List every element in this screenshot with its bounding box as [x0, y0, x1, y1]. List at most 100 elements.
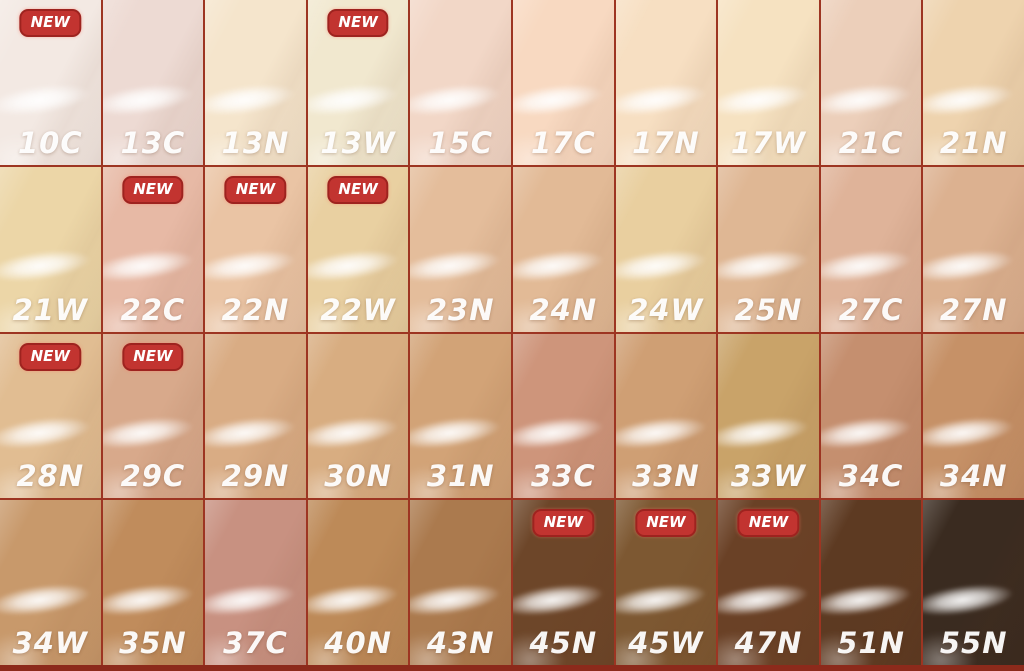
shade-code-label: 33W	[730, 459, 807, 494]
shade-code-label: 22N	[221, 292, 290, 327]
shade-swatch-21n: 21N	[923, 0, 1024, 165]
shade-code-label: 33N	[632, 459, 700, 494]
shade-swatch-35n: 35N	[102, 500, 204, 665]
shade-code-label: 34W	[12, 626, 88, 660]
shade-code-label: 45N	[529, 626, 598, 660]
shade-swatch-47n: NEW 47N	[718, 500, 819, 665]
gloss-highlight	[205, 578, 298, 621]
shade-code-label: 30N	[324, 459, 392, 494]
shade-swatch-40n: 40N	[307, 500, 409, 665]
shade-code-label: 43N	[426, 626, 495, 660]
new-badge: NEW	[122, 175, 184, 204]
shade-code-label: 22W	[320, 292, 396, 327]
shade-swatch-29n: 29N	[205, 333, 306, 499]
shade-swatch-24n: 24N	[512, 166, 614, 332]
shade-code-label: 31N	[426, 459, 495, 494]
gloss-highlight	[615, 412, 708, 455]
shade-swatch-24w: 24W	[615, 166, 717, 332]
shade-swatch-17c: 17C	[512, 0, 614, 165]
shade-code-label: 28N	[16, 459, 85, 494]
gloss-highlight	[923, 78, 1016, 121]
shade-code-label: 13C	[120, 125, 186, 160]
shade-swatch-43n: 43N	[410, 500, 511, 665]
gloss-highlight	[718, 245, 811, 288]
shade-code-label: 29C	[120, 459, 186, 494]
gloss-highlight	[615, 245, 708, 288]
shade-code-label: 51N	[837, 626, 905, 660]
gloss-highlight	[0, 78, 92, 121]
shade-swatch-30n: 30N	[307, 333, 409, 499]
gloss-highlight	[615, 578, 708, 621]
shade-code-label: 13N	[221, 125, 290, 160]
shade-swatch-27n: 27N	[923, 166, 1024, 332]
gloss-highlight	[102, 245, 195, 288]
new-badge: NEW	[532, 509, 594, 538]
gloss-highlight	[718, 78, 811, 121]
shade-code-label: 21C	[838, 125, 904, 160]
shade-swatch-13c: 13C	[102, 0, 204, 165]
shade-code-label: 21W	[12, 292, 88, 327]
shade-swatch-21c: 21C	[820, 0, 922, 165]
gloss-highlight	[205, 412, 298, 455]
shade-code-label: 24W	[628, 292, 704, 327]
shade-code-label: 10C	[17, 125, 83, 160]
new-badge: NEW	[19, 9, 81, 37]
shade-swatch-21w: 21W	[0, 166, 101, 332]
gloss-highlight	[820, 245, 913, 288]
shade-swatch-23n: 23N	[410, 166, 511, 332]
gloss-highlight	[307, 578, 400, 621]
shade-code-label: 34C	[838, 459, 904, 494]
shade-swatch-55n: 55N	[923, 500, 1024, 665]
shade-swatch-45n: NEW 45N	[512, 500, 614, 665]
gloss-highlight	[718, 412, 811, 455]
gloss-highlight	[0, 578, 92, 621]
gloss-highlight	[102, 578, 195, 621]
shade-code-label: 24N	[529, 292, 598, 327]
shade-swatch-34c: 34C	[820, 333, 922, 499]
shade-swatch-31n: 31N	[410, 333, 511, 499]
shade-swatch-15c: 15C	[410, 0, 511, 165]
gloss-highlight	[512, 412, 605, 455]
gloss-highlight	[0, 245, 92, 288]
shade-code-label: 21N	[939, 125, 1008, 160]
shade-code-label: 33C	[530, 459, 596, 494]
gloss-highlight	[820, 78, 913, 121]
shade-swatch-34n: 34N	[923, 333, 1024, 499]
shade-code-label: 40N	[324, 626, 392, 660]
shade-swatch-13n: 13N	[205, 0, 306, 165]
new-badge: NEW	[19, 342, 81, 371]
gloss-highlight	[615, 78, 708, 121]
shade-code-label: 25N	[734, 292, 803, 327]
gloss-highlight	[410, 245, 503, 288]
gloss-highlight	[307, 245, 400, 288]
gloss-highlight	[923, 578, 1016, 621]
shade-swatch-45w: NEW 45W	[615, 500, 717, 665]
new-badge: NEW	[327, 9, 389, 37]
shade-swatch-17w: 17W	[718, 0, 819, 165]
shade-code-label: 29N	[221, 459, 290, 494]
shade-swatch-22w: NEW 22W	[307, 166, 409, 332]
gloss-highlight	[0, 412, 92, 455]
shade-code-label: 17C	[530, 125, 596, 160]
shade-code-label: 27C	[838, 292, 904, 327]
shade-swatch-34w: 34W	[0, 500, 101, 665]
shade-swatch-28n: NEW 28N	[0, 333, 101, 499]
shade-code-label: 17W	[730, 125, 807, 160]
gloss-highlight	[410, 78, 503, 121]
shade-code-label: 35N	[119, 626, 187, 660]
shade-swatch-25n: 25N	[718, 166, 819, 332]
shade-swatch-22c: NEW 22C	[102, 166, 204, 332]
shade-swatch-22n: NEW 22N	[205, 166, 306, 332]
shade-code-label: 17N	[632, 125, 700, 160]
new-badge: NEW	[122, 342, 184, 371]
shade-code-label: 47N	[734, 626, 803, 660]
new-badge: NEW	[737, 509, 800, 538]
shade-code-label: 23N	[426, 292, 495, 327]
shade-swatch-37c: 37C	[205, 500, 306, 665]
gloss-highlight	[410, 578, 503, 621]
gloss-highlight	[102, 412, 195, 455]
gloss-highlight	[512, 578, 605, 621]
shade-swatch-33c: 33C	[512, 333, 614, 499]
gloss-highlight	[307, 412, 400, 455]
